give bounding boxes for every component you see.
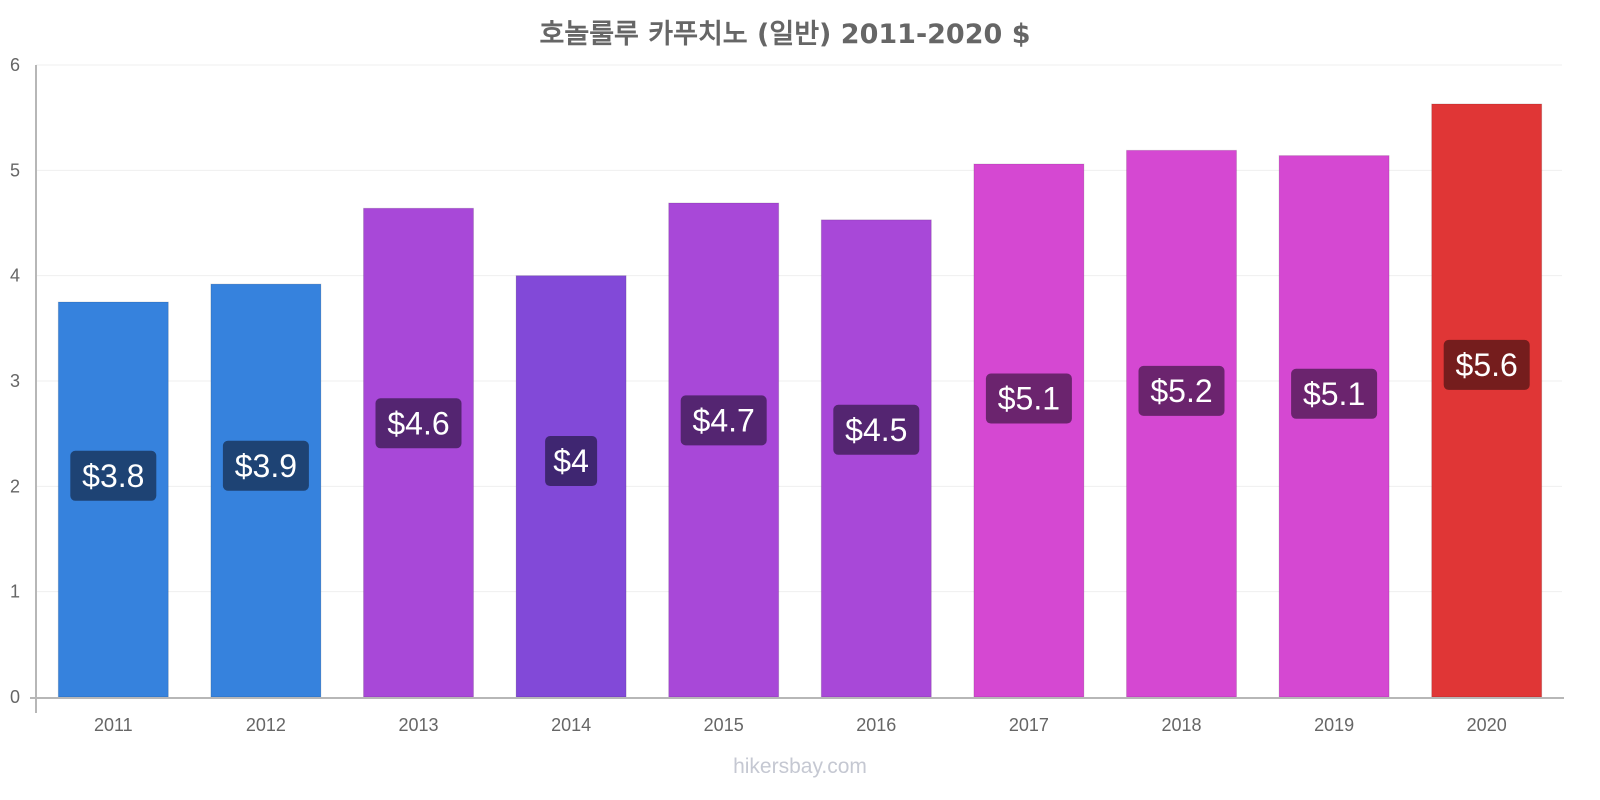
data-label: $5.2 [1150, 373, 1212, 409]
bar-2019 [1278, 155, 1390, 698]
y-tick-label: 5 [10, 160, 20, 180]
bar-2018 [1126, 149, 1237, 698]
x-tick-label: 2018 [1161, 715, 1201, 735]
data-label-bg [1291, 368, 1378, 419]
y-tick-label: 2 [10, 476, 20, 496]
x-tick-label: 2011 [94, 715, 133, 735]
data-label: $4.6 [387, 405, 449, 441]
bar-2016 [820, 219, 932, 698]
y-tick-label: 1 [10, 582, 20, 602]
bars [57, 103, 1543, 698]
data-label-bg [985, 373, 1072, 424]
y-tick-label: 0 [10, 687, 20, 707]
bar-2020 [1431, 103, 1543, 698]
data-label-bg [1138, 365, 1225, 416]
data-label: $4.5 [845, 412, 907, 448]
x-tick-label: 2015 [704, 715, 744, 735]
x-tick-label: 2017 [1009, 715, 1049, 735]
data-labels: $3.8 $3.9 $4.6 $4 $4.7 $4.5 $5.1 $5.2 $5.1 $5.6 [70, 339, 1530, 501]
chart-title: 호놀룰루 카푸치노 (일반) 2011-2020 $ [540, 19, 1031, 50]
data-label-bg [545, 436, 598, 487]
x-tick-label: 2019 [1314, 715, 1354, 735]
data-label: $4.7 [693, 402, 755, 438]
y-tick-label: 4 [10, 266, 20, 286]
data-label: $5.1 [1303, 376, 1365, 412]
y-axis-ticks: 0 1 2 3 4 5 6 [10, 55, 20, 707]
data-label: $3.9 [235, 448, 297, 484]
bar-2015 [668, 202, 780, 698]
y-tick-label: 3 [10, 371, 20, 391]
data-label-bg [375, 398, 462, 449]
data-label: $5.6 [1456, 347, 1518, 383]
data-label-bg [222, 440, 309, 491]
bar-2017 [973, 163, 1085, 698]
watermark: hikersbay.com [733, 755, 867, 778]
bar-2014 [515, 275, 627, 698]
data-label-bg [1443, 339, 1530, 390]
bar-2013 [363, 207, 474, 698]
data-label-bg [833, 404, 920, 455]
x-tick-label: 2014 [551, 715, 591, 735]
x-tick-label: 2020 [1467, 715, 1507, 735]
data-label: $3.8 [82, 458, 144, 494]
data-label: $4 [553, 443, 589, 479]
x-tick-label: 2012 [246, 715, 286, 735]
x-axis-ticks: 2011 2012 2013 2014 2015 2016 2017 2018 2019 2020 [94, 715, 1507, 735]
data-label-bg [70, 450, 157, 501]
x-tick-label: 2016 [856, 715, 896, 735]
y-tick-label: 6 [10, 55, 20, 75]
data-label-bg [680, 395, 767, 446]
data-label: $5.1 [998, 381, 1060, 417]
x-tick-label: 2013 [398, 715, 438, 735]
